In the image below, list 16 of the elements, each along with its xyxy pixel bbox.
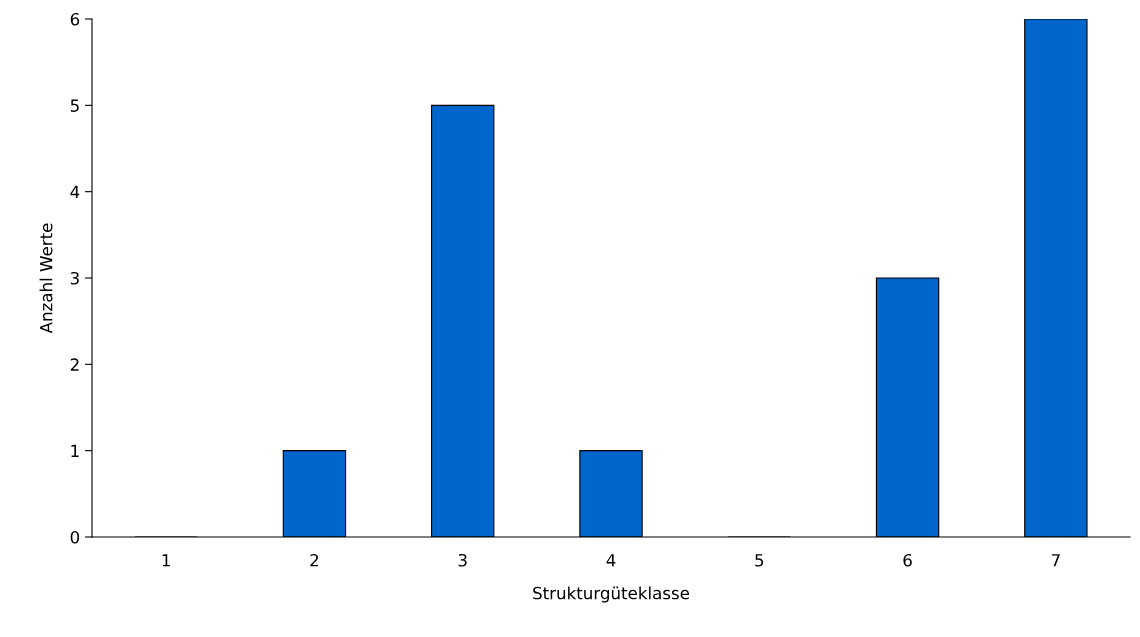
x-axis-title: Strukturgüteklasse — [533, 586, 690, 603]
x-tick-label: 3 — [458, 553, 467, 567]
y-tick-label: 2 — [70, 358, 79, 371]
x-tick-label: 5 — [755, 554, 764, 567]
x-tick-label: 4 — [606, 554, 616, 567]
y-tick-label: 1 — [71, 444, 79, 457]
x-tick-label: 1 — [162, 554, 170, 567]
y-axis-title: Anzahl Werte — [39, 223, 53, 334]
y-tick-label: 6 — [70, 12, 80, 26]
y-tick-label: 4 — [70, 185, 80, 198]
y-tick-label: 0 — [70, 530, 80, 544]
x-tick-label: 6 — [903, 553, 912, 567]
x-tick-label: 7 — [1051, 554, 1060, 567]
y-tick-label: 5 — [70, 99, 79, 112]
y-tick-label: 3 — [70, 271, 79, 285]
x-tick-label: 2 — [310, 553, 319, 567]
